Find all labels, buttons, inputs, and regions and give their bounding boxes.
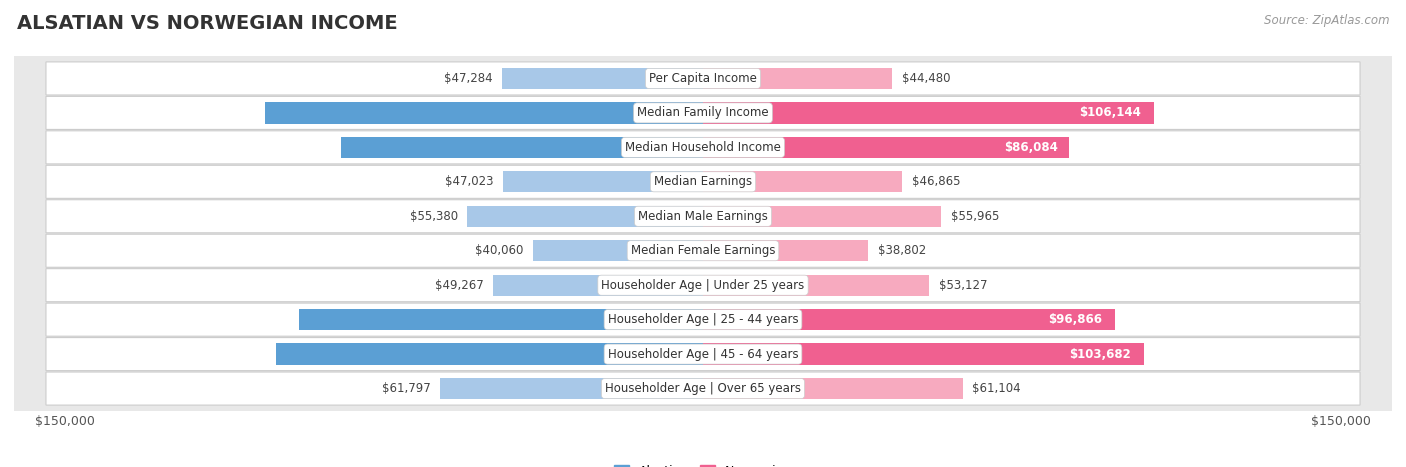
Bar bbox=[703, 137, 1069, 158]
Text: $95,059: $95,059 bbox=[686, 313, 741, 326]
Text: $44,480: $44,480 bbox=[901, 72, 950, 85]
FancyBboxPatch shape bbox=[46, 165, 1360, 198]
Bar bbox=[703, 102, 1154, 124]
FancyBboxPatch shape bbox=[46, 234, 1360, 267]
Text: $103,682: $103,682 bbox=[1069, 347, 1130, 361]
Text: Householder Age | Under 25 years: Householder Age | Under 25 years bbox=[602, 279, 804, 292]
Text: $49,267: $49,267 bbox=[436, 279, 484, 292]
Text: $61,104: $61,104 bbox=[973, 382, 1021, 395]
Bar bbox=[264, 102, 703, 124]
Bar bbox=[703, 171, 903, 192]
Text: $40,060: $40,060 bbox=[475, 244, 523, 257]
FancyBboxPatch shape bbox=[46, 200, 1360, 233]
Text: Per Capita Income: Per Capita Income bbox=[650, 72, 756, 85]
Bar bbox=[703, 309, 1115, 330]
Text: Householder Age | 45 - 64 years: Householder Age | 45 - 64 years bbox=[607, 347, 799, 361]
Bar bbox=[276, 343, 703, 365]
Text: Householder Age | Over 65 years: Householder Age | Over 65 years bbox=[605, 382, 801, 395]
Text: $61,797: $61,797 bbox=[382, 382, 430, 395]
FancyBboxPatch shape bbox=[46, 131, 1360, 164]
Text: Median Earnings: Median Earnings bbox=[654, 175, 752, 188]
Bar bbox=[703, 205, 941, 227]
Bar bbox=[494, 275, 703, 296]
Text: $96,866: $96,866 bbox=[1049, 313, 1102, 326]
FancyBboxPatch shape bbox=[46, 269, 1360, 302]
Bar bbox=[298, 309, 703, 330]
Bar bbox=[703, 275, 929, 296]
Bar bbox=[533, 240, 703, 262]
Bar bbox=[342, 137, 703, 158]
FancyBboxPatch shape bbox=[46, 96, 1360, 129]
Text: $100,435: $100,435 bbox=[686, 347, 748, 361]
Text: $55,380: $55,380 bbox=[409, 210, 458, 223]
Legend: Alsatian, Norwegian: Alsatian, Norwegian bbox=[609, 460, 797, 467]
Text: $38,802: $38,802 bbox=[877, 244, 925, 257]
Bar bbox=[467, 205, 703, 227]
Text: Median Male Earnings: Median Male Earnings bbox=[638, 210, 768, 223]
Bar bbox=[502, 68, 703, 89]
FancyBboxPatch shape bbox=[46, 303, 1360, 336]
Text: Median Family Income: Median Family Income bbox=[637, 106, 769, 120]
Text: $53,127: $53,127 bbox=[938, 279, 987, 292]
Text: Householder Age | 25 - 44 years: Householder Age | 25 - 44 years bbox=[607, 313, 799, 326]
Text: $103,010: $103,010 bbox=[686, 106, 747, 120]
Bar bbox=[703, 240, 868, 262]
FancyBboxPatch shape bbox=[46, 62, 1360, 95]
Bar bbox=[703, 378, 963, 399]
FancyBboxPatch shape bbox=[46, 372, 1360, 405]
Text: $46,865: $46,865 bbox=[912, 175, 960, 188]
Text: ALSATIAN VS NORWEGIAN INCOME: ALSATIAN VS NORWEGIAN INCOME bbox=[17, 14, 398, 33]
Bar bbox=[703, 68, 893, 89]
Bar bbox=[440, 378, 703, 399]
Bar bbox=[703, 343, 1144, 365]
Text: Median Female Earnings: Median Female Earnings bbox=[631, 244, 775, 257]
Text: Median Household Income: Median Household Income bbox=[626, 141, 780, 154]
Text: Source: ZipAtlas.com: Source: ZipAtlas.com bbox=[1264, 14, 1389, 27]
FancyBboxPatch shape bbox=[46, 338, 1360, 371]
Bar bbox=[503, 171, 703, 192]
Text: $47,284: $47,284 bbox=[444, 72, 492, 85]
Text: $85,053: $85,053 bbox=[689, 141, 742, 154]
Text: $86,084: $86,084 bbox=[1004, 141, 1059, 154]
Text: $55,965: $55,965 bbox=[950, 210, 998, 223]
Text: $47,023: $47,023 bbox=[444, 175, 494, 188]
Text: $106,144: $106,144 bbox=[1078, 106, 1140, 120]
